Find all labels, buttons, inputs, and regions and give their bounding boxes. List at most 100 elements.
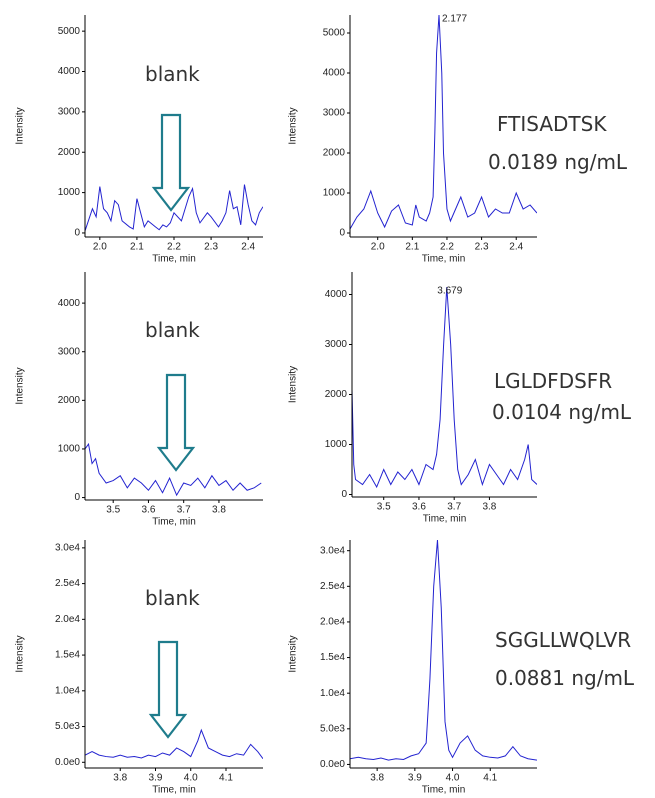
x-tick-label: 2.2	[440, 242, 454, 253]
x-tick-label: 3.8	[212, 505, 226, 516]
y-axis-title: Intensity	[288, 366, 299, 403]
x-tick-label: 3.6	[141, 505, 155, 516]
y-tick-label: 2000	[58, 395, 81, 406]
plot	[85, 728, 263, 760]
x-axis-title: Time, min	[152, 254, 196, 265]
x-tick-label: 2.4	[509, 242, 523, 253]
x-tick-label: 3.5	[377, 502, 391, 513]
y-tick-label: 1.0e4	[55, 685, 80, 696]
x-tick-label: 3.7	[177, 505, 191, 516]
x-tick-label: 3.9	[408, 773, 422, 784]
y-tick-label: 0.0e0	[320, 759, 345, 770]
peak-label: 3.679	[437, 286, 462, 297]
y-axis-title: Intensity	[15, 367, 26, 404]
x-tick-label: 3.8	[482, 502, 496, 513]
y-tick-label: 1.0e4	[320, 688, 345, 699]
y-tick-label: 0	[74, 492, 80, 503]
y-tick-label: 0	[339, 228, 345, 239]
y-tick-label: 4000	[58, 298, 81, 309]
x-tick-label: 3.9	[149, 773, 163, 784]
y-tick-label: 4000	[323, 68, 346, 79]
x-tick-label: 2.1	[405, 242, 419, 253]
y-tick-label: 5.0e3	[320, 723, 345, 734]
y-axis-title: Intensity	[288, 107, 299, 144]
y-tick-label: 2000	[58, 147, 81, 158]
x-axis-title: Time, min	[152, 517, 196, 528]
y-tick-label: 5000	[58, 26, 81, 37]
concentration: 0.0189 ng/mL	[488, 150, 628, 174]
y-tick-label: 2.0e4	[320, 617, 345, 628]
y-tick-label: 2.0e4	[55, 614, 80, 625]
y-tick-label: 3.0e4	[320, 545, 345, 556]
trace	[350, 539, 537, 761]
y-axis-title: Intensity	[15, 107, 26, 144]
y-tick-label: 3000	[323, 108, 346, 119]
concentration: 0.0881 ng/mL	[495, 666, 635, 690]
x-axis-title: Time, min	[152, 785, 196, 796]
x-tick-label: 3.5	[106, 505, 120, 516]
x-tick-label: 3.6	[412, 502, 426, 513]
x-tick-label: 4.0	[446, 773, 460, 784]
x-tick-label: 2.2	[167, 242, 181, 253]
x-tick-label: 2.0	[93, 242, 107, 253]
plot	[350, 539, 537, 761]
y-tick-label: 1.5e4	[320, 652, 345, 663]
x-tick-label: 2.3	[204, 242, 218, 253]
y-tick-label: 0	[341, 489, 347, 500]
blank-label: blank	[145, 62, 200, 86]
y-tick-label: 5.0e3	[55, 721, 80, 732]
blank-label: blank	[145, 318, 200, 342]
x-tick-label: 4.0	[184, 773, 198, 784]
y-tick-label: 1.5e4	[55, 650, 80, 661]
trace	[85, 442, 262, 497]
x-tick-label: 2.3	[475, 242, 489, 253]
x-tick-label: 3.8	[113, 773, 127, 784]
x-tick-label: 2.1	[130, 242, 144, 253]
x-tick-label: 2.0	[371, 242, 385, 253]
arrow	[151, 113, 191, 212]
y-tick-label: 1000	[323, 188, 346, 199]
y-tick-label: 4000	[58, 66, 81, 77]
x-tick-label: 2.4	[241, 242, 255, 253]
y-tick-label: 1000	[58, 444, 81, 455]
peptide-name: LGLDFDSFR	[494, 369, 613, 393]
y-tick-label: 1000	[325, 439, 348, 450]
y-tick-label: 3.0e4	[55, 543, 80, 554]
plot	[85, 184, 263, 232]
y-tick-label: 2.5e4	[320, 581, 345, 592]
y-tick-label: 1000	[58, 187, 81, 198]
arrows	[148, 113, 196, 739]
y-tick-label: 0	[74, 228, 80, 239]
x-axis-title: Time, min	[422, 785, 466, 796]
y-tick-label: 2000	[325, 389, 348, 400]
peptide-name: SGGLLWQLVR	[495, 628, 632, 652]
y-axis-title: Intensity	[288, 635, 299, 672]
blank-label: blank	[145, 586, 200, 610]
plot	[352, 286, 537, 489]
y-tick-label: 3000	[58, 346, 81, 357]
trace	[85, 184, 263, 232]
trace	[352, 286, 537, 489]
x-axis-title: Time, min	[423, 514, 467, 525]
x-axis-title: Time, min	[422, 254, 466, 265]
plot	[350, 14, 537, 230]
x-tick-label: 3.7	[447, 502, 461, 513]
peptide-name: FTISADTSK	[497, 112, 607, 136]
y-tick-label: 2000	[323, 148, 346, 159]
y-tick-label: 0.0e0	[55, 757, 80, 768]
y-tick-label: 5000	[323, 28, 346, 39]
arrow	[156, 373, 196, 472]
trace	[85, 728, 263, 760]
peak-label: 2.177	[442, 14, 467, 25]
y-tick-label: 4000	[325, 289, 348, 300]
y-tick-label: 3000	[325, 339, 348, 350]
x-tick-label: 3.8	[370, 773, 384, 784]
trace	[350, 14, 537, 230]
y-tick-label: 2.5e4	[55, 578, 80, 589]
plot	[85, 442, 262, 497]
y-tick-label: 3000	[58, 107, 81, 118]
y-axis-title: Intensity	[15, 635, 26, 672]
x-tick-label: 4.1	[483, 773, 497, 784]
